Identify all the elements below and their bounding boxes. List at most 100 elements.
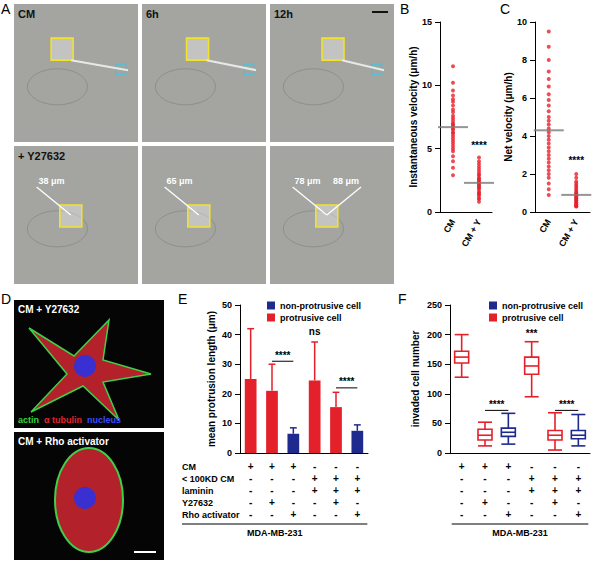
svg-text:+: +: [290, 461, 296, 472]
svg-text:CM + Y: CM + Y: [460, 217, 484, 248]
svg-text:-: -: [460, 485, 463, 496]
svg-text:F: F: [398, 291, 407, 307]
svg-text:Y27632: Y27632: [182, 498, 213, 508]
svg-text:2: 2: [522, 169, 527, 179]
svg-text:C: C: [500, 1, 510, 17]
svg-text:40: 40: [222, 330, 232, 340]
svg-text:-: -: [553, 461, 556, 472]
svg-text:-: -: [553, 509, 556, 520]
svg-text:-: -: [577, 497, 580, 508]
svg-text:200: 200: [427, 330, 442, 340]
svg-text:-: -: [507, 497, 510, 508]
svg-text:MDA-MB-231: MDA-MB-231: [492, 528, 548, 538]
svg-text:-: -: [292, 473, 295, 484]
svg-text:+: +: [575, 485, 581, 496]
svg-text:-: -: [483, 509, 486, 520]
svg-text:invaded cell number: invaded cell number: [410, 331, 421, 428]
svg-text:CM + Y: CM + Y: [557, 217, 581, 248]
svg-text:5: 5: [427, 144, 432, 154]
svg-text:Instantaneous velocity (μm/h): Instantaneous velocity (μm/h): [408, 46, 419, 187]
svg-text:15: 15: [422, 17, 432, 27]
svg-text:+: +: [552, 485, 558, 496]
svg-text:****: ****: [275, 350, 291, 361]
svg-text:10: 10: [222, 418, 232, 428]
svg-text:+: +: [354, 485, 360, 496]
svg-text:CM: CM: [18, 8, 35, 20]
svg-text:-: -: [530, 461, 533, 472]
svg-text:10: 10: [517, 17, 527, 27]
svg-text:****: ****: [471, 140, 487, 151]
svg-text:-: -: [270, 485, 273, 496]
svg-text:-: -: [249, 497, 252, 508]
svg-text:non-protrusive cell: non-protrusive cell: [280, 301, 361, 311]
svg-text:6: 6: [522, 93, 527, 103]
svg-text:+: +: [459, 461, 465, 472]
svg-text:+: +: [312, 485, 318, 496]
svg-text:laminin: laminin: [182, 486, 214, 496]
svg-text:-: -: [460, 509, 463, 520]
svg-text:+: +: [529, 485, 535, 496]
svg-text:+: +: [312, 473, 318, 484]
svg-text:-: -: [249, 473, 252, 484]
svg-text:+: +: [552, 473, 558, 484]
svg-text:0: 0: [522, 207, 527, 217]
svg-text:20: 20: [222, 389, 232, 399]
svg-text:E: E: [178, 291, 187, 307]
svg-text:D: D: [1, 291, 11, 307]
svg-text:+: +: [269, 461, 275, 472]
svg-text:0: 0: [427, 207, 432, 217]
svg-text:-: -: [530, 509, 533, 520]
svg-text:250: 250: [427, 300, 442, 310]
svg-text:65 μm: 65 μm: [167, 176, 193, 186]
svg-text:protrusive cell: protrusive cell: [280, 313, 342, 323]
svg-text:-: -: [313, 509, 316, 520]
svg-text:< 100KD CM: < 100KD CM: [182, 474, 234, 484]
svg-text:-: -: [249, 509, 252, 520]
svg-text:100: 100: [427, 389, 442, 399]
svg-text:+: +: [290, 509, 296, 520]
svg-text:CM: CM: [442, 217, 458, 234]
svg-text:****: ****: [339, 376, 355, 387]
svg-text:-: -: [577, 461, 580, 472]
svg-text:-: -: [334, 461, 337, 472]
svg-text:-: -: [483, 485, 486, 496]
svg-text:+: +: [269, 497, 275, 508]
svg-text:50: 50: [222, 300, 232, 310]
svg-text:0: 0: [227, 448, 232, 458]
svg-text:CM + Y27632: CM + Y27632: [18, 304, 80, 315]
svg-text:+: +: [575, 473, 581, 484]
svg-text:0: 0: [437, 448, 442, 458]
svg-text:+: +: [505, 461, 511, 472]
svg-text:10: 10: [422, 80, 432, 90]
svg-text:CM: CM: [182, 462, 196, 472]
svg-text:CM: CM: [537, 217, 553, 234]
svg-text:+: +: [354, 509, 360, 520]
svg-text:-: -: [483, 473, 486, 484]
svg-text:Net velocity (μm/h): Net velocity (μm/h): [503, 72, 514, 161]
svg-text:-: -: [313, 461, 316, 472]
svg-text:-: -: [460, 473, 463, 484]
svg-text:-: -: [334, 509, 337, 520]
svg-text:-: -: [249, 485, 252, 496]
svg-text:+: +: [505, 509, 511, 520]
svg-text:****: ****: [559, 399, 575, 410]
svg-text:4: 4: [522, 131, 527, 141]
svg-text:-: -: [356, 497, 359, 508]
svg-text:+: +: [552, 497, 558, 508]
svg-text:****: ****: [489, 399, 505, 410]
svg-text:+ Y27632: + Y27632: [18, 150, 65, 162]
svg-text:CM + Rho activator: CM + Rho activator: [18, 436, 109, 447]
svg-text:ns: ns: [309, 326, 321, 337]
svg-text:-: -: [270, 473, 273, 484]
svg-text:+: +: [333, 473, 339, 484]
svg-text:+: +: [575, 509, 581, 520]
svg-text:150: 150: [427, 359, 442, 369]
svg-text:50: 50: [432, 418, 442, 428]
svg-text:88 μm: 88 μm: [333, 176, 359, 186]
svg-text:MDA-MB-231: MDA-MB-231: [247, 528, 303, 538]
svg-text:protrusive cell: protrusive cell: [502, 313, 564, 323]
svg-text:-: -: [356, 461, 359, 472]
svg-text:****: ****: [568, 155, 584, 166]
svg-text:+: +: [333, 485, 339, 496]
svg-text:30: 30: [222, 359, 232, 369]
